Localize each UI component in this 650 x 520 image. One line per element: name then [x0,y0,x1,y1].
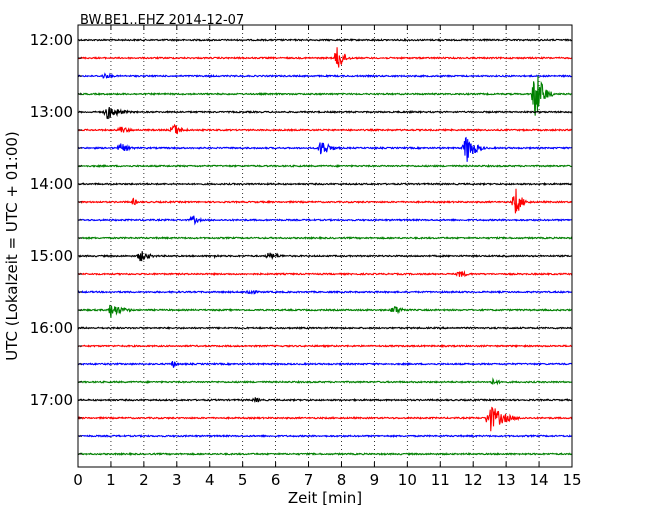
x-tick-label: 15 [562,471,581,489]
x-tick-label: 6 [271,471,281,489]
x-tick-label: 2 [139,471,149,489]
seismic-trace [77,188,573,214]
seismic-trace [77,304,573,318]
seismic-trace [77,47,573,68]
seismic-trace [77,136,573,162]
y-tick-label: 13:00 [30,103,73,121]
seismic-trace [77,123,573,135]
y-tick-label: 16:00 [30,319,73,337]
seismic-trace [77,215,573,226]
x-tick-label: 12 [464,471,483,489]
grid-lines [110,25,540,467]
seismic-trace [77,289,573,295]
x-tick-label: 14 [530,471,549,489]
axis-ticks: 0 1 2 3 4 5 6 7 8 9 10 11 12 13 14 1512:0013:0014:0015:… [30,25,582,489]
seismic-trace [77,397,573,404]
x-tick-label: 5 [238,471,248,489]
seismic-trace [77,451,573,457]
x-tick-label: 0 [73,471,83,489]
x-tick-label: 8 [337,471,347,489]
seismic-trace [77,181,573,187]
seismic-traces [77,37,573,457]
seismic-trace [77,106,573,120]
seismic-trace [77,270,573,278]
y-axis-label: UTC (Lokalzeit = UTC + 01:00) [3,131,21,361]
y-tick-label: 12:00 [30,31,73,49]
chart-title: BW.BE1..EHZ 2014-12-07 [80,13,244,28]
seismic-trace [77,72,573,79]
seismic-trace [77,326,573,331]
x-tick-label: 10 [398,471,417,489]
seismic-trace [77,361,573,368]
seismic-trace [77,377,573,386]
x-tick-label: 7 [304,471,314,489]
seismic-trace [77,433,573,439]
seismic-trace [77,235,573,241]
seismic-trace [77,37,573,42]
x-tick-label: 9 [370,471,380,489]
x-tick-label: 13 [497,471,516,489]
plot-background [78,25,572,467]
x-tick-label: 3 [172,471,182,489]
y-tick-label: 17:00 [30,391,73,409]
x-axis-label: Zeit [min] [288,489,362,507]
plot-frame [77,24,573,468]
seismic-trace [77,406,573,432]
y-tick-label: 15:00 [30,247,73,265]
seismic-trace [77,75,573,116]
seismic-trace [77,163,573,169]
seismic-trace [77,343,573,349]
seismic-trace [77,251,573,262]
x-tick-label: 1 [106,471,116,489]
y-tick-label: 14:00 [30,175,73,193]
x-tick-label: 11 [431,471,450,489]
x-tick-label: 4 [205,471,215,489]
